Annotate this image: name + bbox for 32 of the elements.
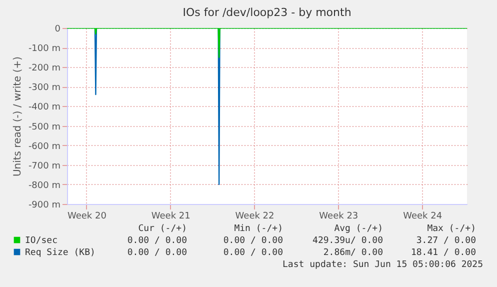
y-tick-label: -100 m [28,44,60,54]
legend-label: IO/sec [25,236,58,246]
text: 0.00 / 0.00 [127,248,187,258]
text: 429.39u/ 0.00 [312,236,383,246]
text: 0.00 / 0.00 [223,248,283,258]
y-tick-label: -500 m [28,122,60,132]
y-tick-label: 0 [54,24,61,34]
x-tick-label: Week 22 [235,212,274,222]
x-tick-label: Week 20 [67,212,107,222]
y-tick-label: -800 m [28,180,60,191]
text: Last update: Sun Jun 15 05:00:06 2025 [282,260,483,270]
legend-label: Req Size (KB) [25,248,96,258]
y-tick-label: -700 m [28,161,60,172]
text: 3.27 / 0.00 [416,236,476,246]
x-tick-label: Week 21 [151,212,190,222]
text: 0.00 / 0.00 [127,236,187,246]
y-tick-label: -400 m [28,102,60,113]
y-tick-label: -600 m [28,142,60,152]
text: 0.00 / 0.00 [223,236,283,246]
text: Avg (-/+) [334,224,383,234]
text: 18.41 / 0.00 [410,248,476,258]
chart-title: IOs for /dev/loop23 - by month [182,6,352,19]
y-tick-label: -900 m [28,200,60,210]
y-tick-label: -300 m [28,83,60,94]
x-tick-label: Week 23 [319,212,358,222]
text: Max (-/+) [427,224,476,234]
y-tick-label: -200 m [28,64,60,74]
x-tick-label: Week 24 [403,212,442,222]
text: Cur (-/+) [138,224,187,234]
text: Min (-/+) [234,224,283,234]
text: 2.86m/ 0.00 [323,248,383,258]
y-axis-title: Units read (-) / write (+) [12,56,24,177]
